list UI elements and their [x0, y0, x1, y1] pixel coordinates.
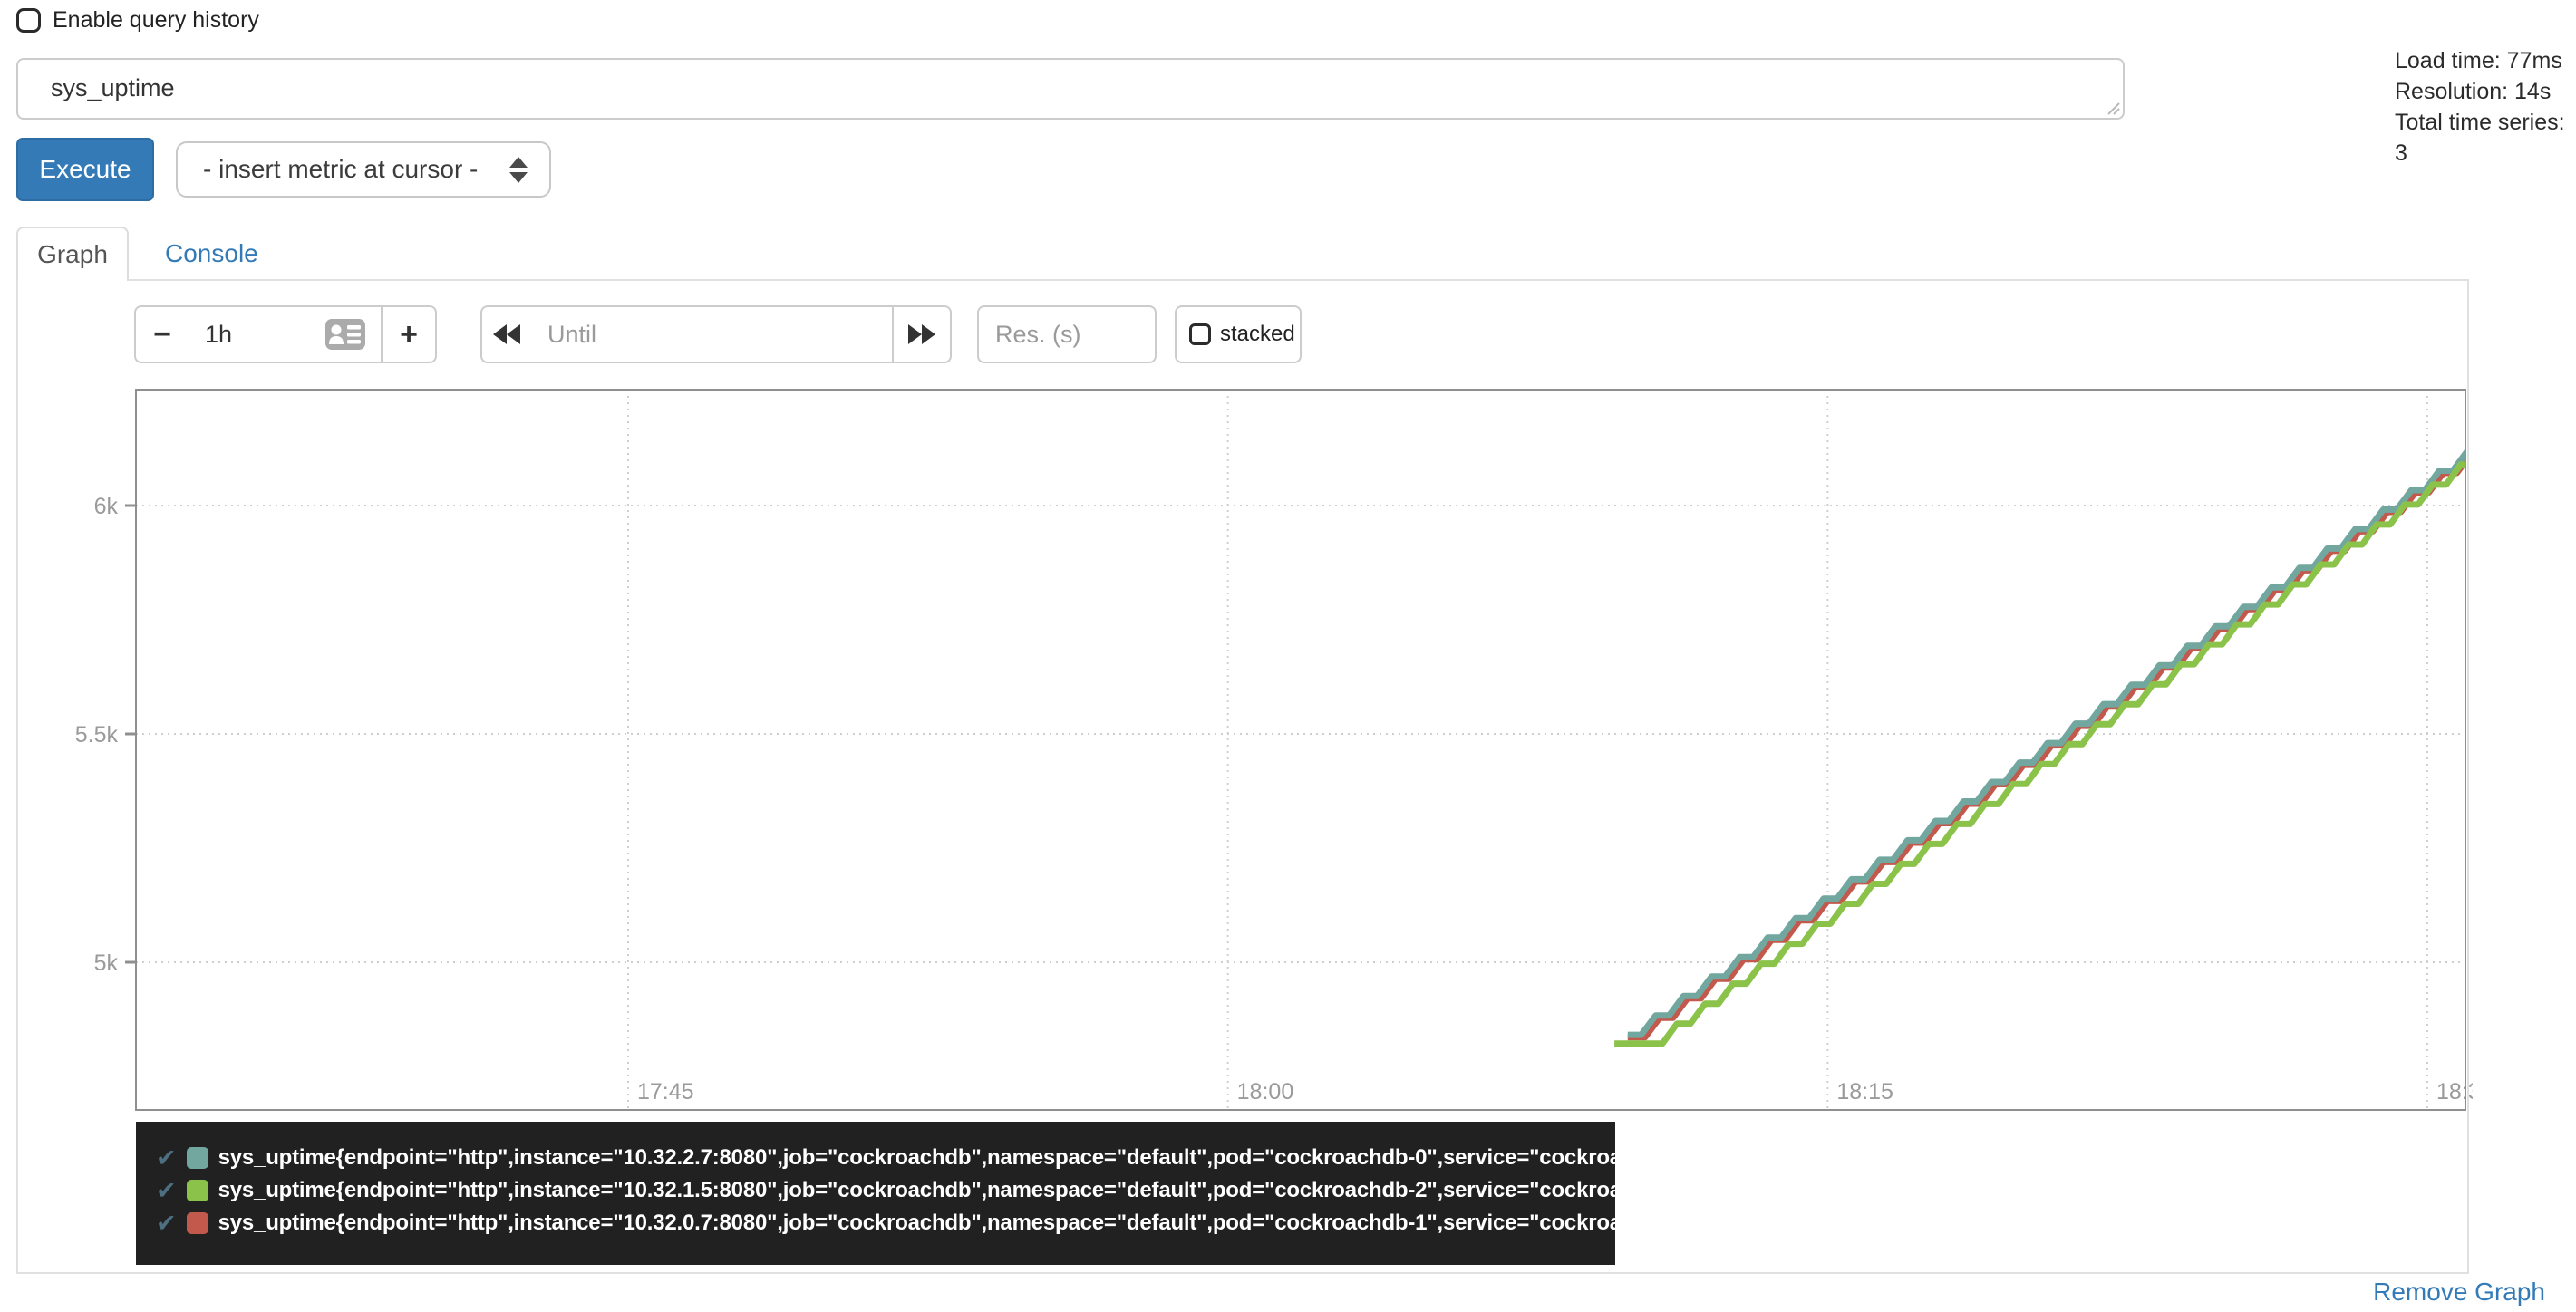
query-history-label: Enable query history — [53, 7, 259, 33]
tab-console[interactable]: Console — [165, 239, 258, 267]
series-label: sys_uptime{endpoint="http",instance="10.… — [218, 1211, 1691, 1235]
range-decrease-button[interactable]: − — [134, 305, 190, 363]
svg-text:18:30: 18:30 — [2436, 1079, 2473, 1105]
fast-backward-icon — [493, 324, 520, 344]
metric-insert-select[interactable]: - insert metric at cursor - — [176, 141, 551, 198]
legend-row[interactable]: ✔ sys_uptime{endpoint="http",instance="1… — [156, 1207, 1691, 1240]
query-input-wrap: sys_uptime — [16, 58, 2125, 120]
legend-row[interactable]: ✔ sys_uptime{endpoint="http",instance="1… — [156, 1142, 1691, 1174]
stacked-toggle[interactable]: stacked — [1175, 305, 1302, 363]
minus-icon: − — [153, 317, 171, 352]
resolution-input[interactable]: Res. (s) — [977, 305, 1157, 363]
query-expression-input[interactable]: sys_uptime — [16, 58, 2125, 120]
check-icon: ✔ — [156, 1209, 177, 1237]
plus-icon: + — [400, 317, 418, 352]
series-color-swatch — [186, 1180, 208, 1201]
series-color-swatch — [186, 1212, 208, 1234]
svg-text:18:15: 18:15 — [1836, 1079, 1893, 1105]
load-time-stat: Load time: 77ms — [2395, 48, 2562, 73]
svg-text:5k: 5k — [94, 950, 119, 976]
query-stats: Load time: 77ms Resolution: 14s Total ti… — [2395, 45, 2576, 169]
series-label: sys_uptime{endpoint="http",instance="10.… — [218, 1178, 1691, 1202]
metric-insert-select-value: - insert metric at cursor - — [203, 155, 479, 183]
until-placeholder: Until — [547, 320, 597, 348]
range-value: 1h — [205, 320, 233, 348]
tab-graph[interactable]: Graph — [16, 227, 129, 281]
svg-text:17:45: 17:45 — [637, 1079, 694, 1105]
series-label: sys_uptime{endpoint="http",instance="10.… — [218, 1145, 1691, 1170]
svg-text:6k: 6k — [94, 494, 119, 519]
execute-button[interactable]: Execute — [16, 138, 154, 201]
graph-panel — [16, 279, 2469, 1274]
stacked-label: stacked — [1220, 322, 1295, 346]
stacked-checkbox[interactable] — [1189, 323, 1211, 345]
chevron-up-down-icon — [509, 156, 528, 183]
check-icon: ✔ — [156, 1143, 177, 1172]
remove-graph-link[interactable]: Remove Graph — [2373, 1278, 2545, 1306]
time-back-button[interactable] — [480, 305, 533, 363]
query-history-checkbox[interactable] — [16, 8, 41, 33]
svg-text:18:00: 18:00 — [1237, 1079, 1294, 1105]
svg-text:5.5k: 5.5k — [75, 722, 119, 748]
fast-forward-icon — [908, 324, 935, 344]
series-color-swatch — [186, 1147, 208, 1169]
until-input[interactable]: Until — [531, 305, 894, 363]
time-forward-button[interactable] — [892, 305, 952, 363]
resolution-stat: Resolution: 14s — [2395, 79, 2552, 104]
resize-grip-icon[interactable] — [2101, 96, 2121, 116]
total-series-stat: Total time series: 3 — [2395, 110, 2565, 166]
chart-legend: ✔ sys_uptime{endpoint="http",instance="1… — [136, 1122, 1691, 1265]
resolution-placeholder: Res. (s) — [995, 320, 1081, 348]
range-input[interactable]: 1h — [189, 305, 383, 363]
address-card-icon — [325, 319, 365, 350]
check-icon: ✔ — [156, 1176, 177, 1204]
query-history-toggle-row: Enable query history — [16, 7, 259, 34]
legend-row[interactable]: ✔ sys_uptime{endpoint="http",instance="1… — [156, 1174, 1691, 1207]
uptime-chart[interactable]: 5k 5.5k 6k 17:45 18:00 18:15 18:30 — [54, 381, 2473, 1119]
range-increase-button[interactable]: + — [381, 305, 437, 363]
